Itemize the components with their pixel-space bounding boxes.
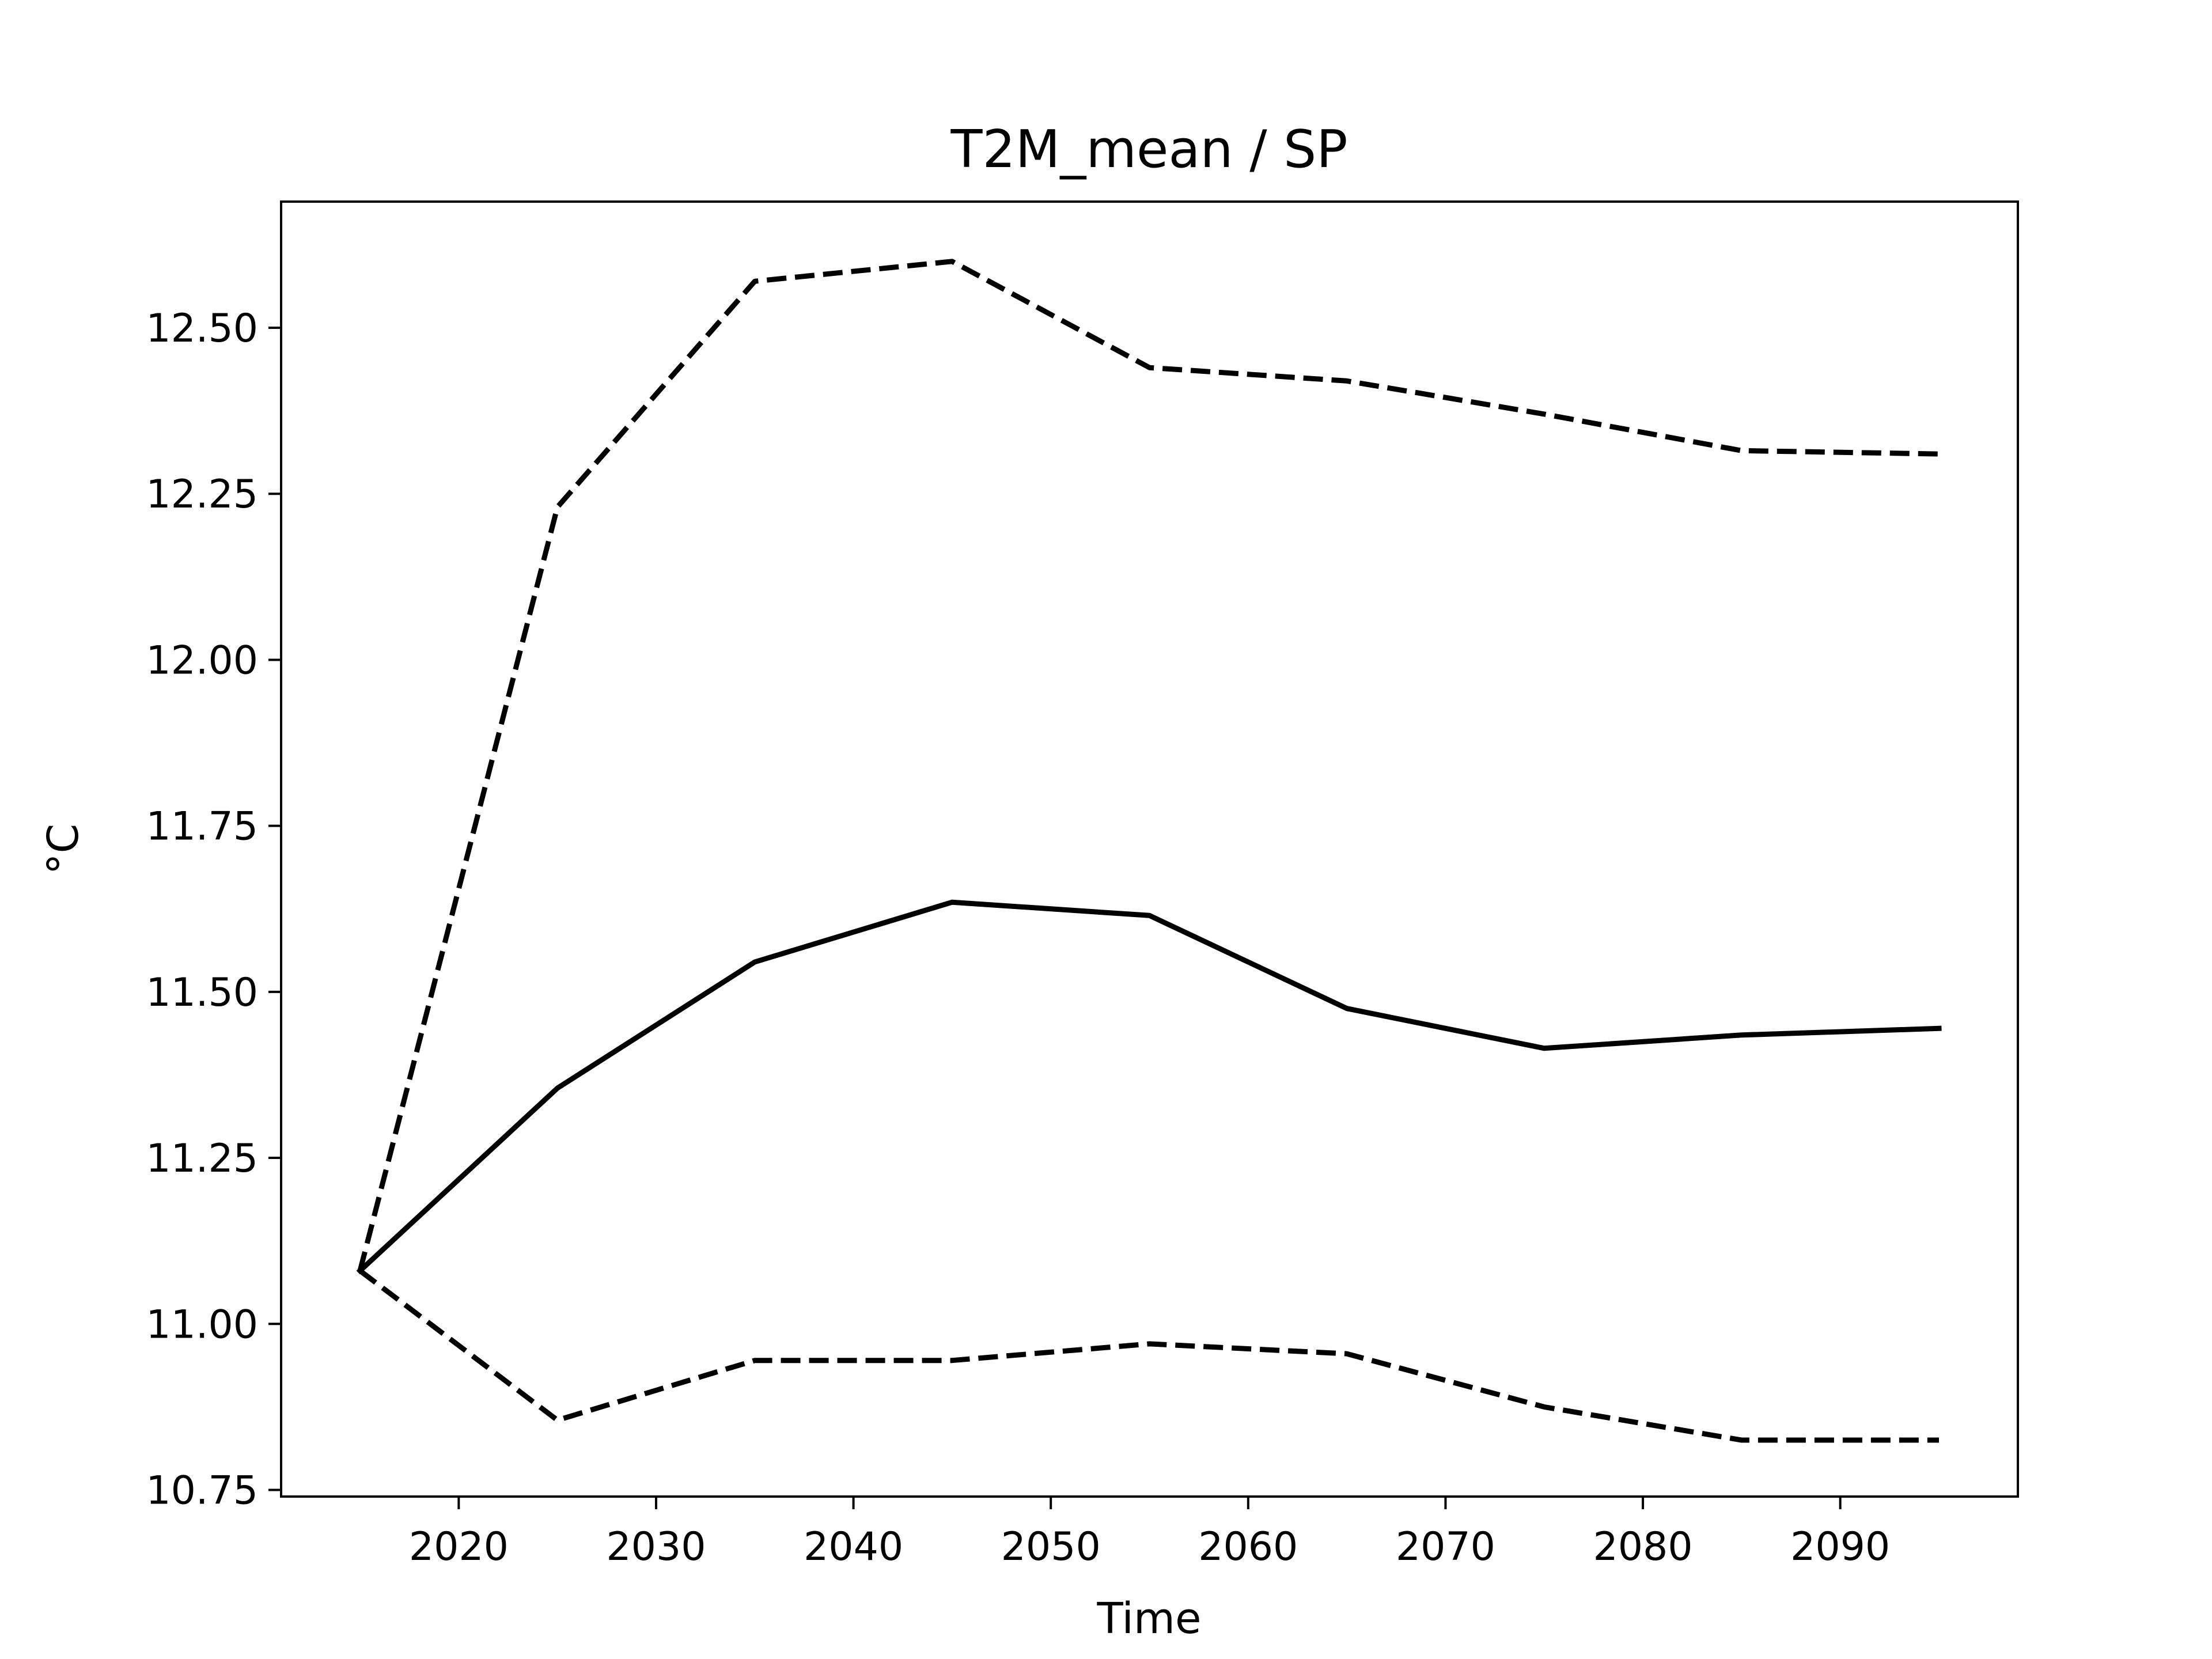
y-tick-label: 12.25 xyxy=(146,472,258,517)
y-tick-label: 11.50 xyxy=(146,970,258,1016)
y-tick-label: 11.25 xyxy=(146,1136,258,1181)
x-tick-label: 2020 xyxy=(409,1524,509,1570)
x-tick-label: 2040 xyxy=(804,1524,903,1570)
x-tick-label: 2030 xyxy=(606,1524,706,1570)
series-layer xyxy=(356,259,1942,1443)
x-axis-title: Time xyxy=(1096,1594,1201,1643)
series-line-2 xyxy=(356,899,1942,1275)
y-tick-label: 12.50 xyxy=(146,306,258,351)
y-axis-title: °C xyxy=(39,824,88,875)
x-axis: 2020 2030 2040 2050 2060 2070 2080 2090 xyxy=(409,1497,1890,1570)
plot-frame xyxy=(280,200,2019,1498)
x-tick-label: 2090 xyxy=(1790,1524,1890,1570)
y-tick-label: 10.75 xyxy=(146,1468,258,1513)
x-tick-label: 2060 xyxy=(1198,1524,1298,1570)
y-axis: 10.75 11.00 11.25 11.50 11.75 12.00 12.25 12.50 xyxy=(146,306,281,1513)
y-tick-label: 12.00 xyxy=(146,638,258,683)
y-tick-label: 11.75 xyxy=(146,804,258,850)
y-tick-label: 11.00 xyxy=(146,1302,258,1347)
chart-title: T2M_mean / SP xyxy=(950,119,1347,180)
x-tick-label: 2070 xyxy=(1396,1524,1495,1570)
x-tick-label: 2050 xyxy=(1001,1524,1101,1570)
x-tick-label: 2080 xyxy=(1593,1524,1693,1570)
series-line-3 xyxy=(358,1268,1939,1443)
series-line-1 xyxy=(357,259,1940,1272)
